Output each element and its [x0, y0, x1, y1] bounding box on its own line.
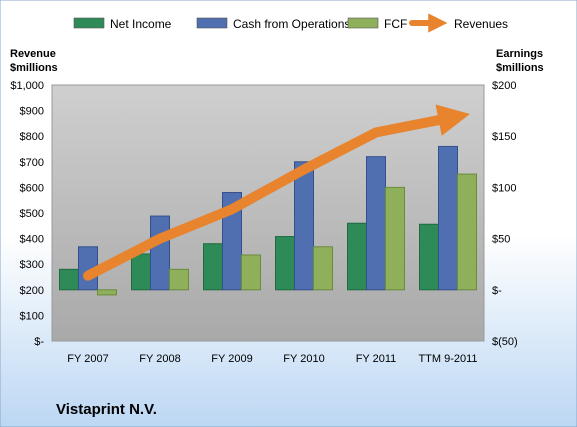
fcf-bar [313, 246, 333, 291]
left-axis-title-line2: $millions [10, 62, 58, 74]
left-axis-ticks: $- $100 $200 $300 $400 $500 $600 $700 $800 $900 $1… [10, 80, 44, 348]
net-income-bar [59, 268, 79, 291]
legend: Net Income Cash from Operations FCF Revenue… [73, 13, 508, 33]
left-tick-label: $900 [20, 106, 44, 118]
left-tick-label: $- [34, 336, 44, 348]
left-tick-label: $1,000 [10, 80, 44, 92]
fcf-bar [241, 254, 261, 291]
fcf-bar [385, 186, 405, 291]
x-axis-ticks: FY 2007 FY 2008 FY 2009 FY 2010 FY 2011 TTM 9… [67, 353, 477, 365]
right-tick-label: $50 [492, 234, 510, 246]
legend-cash-from-operations: Cash from Operations [196, 17, 350, 31]
legend-label: FCF [384, 17, 407, 31]
left-axis-title-line1: Revenue [10, 48, 56, 60]
legend-swatch [73, 17, 105, 29]
left-tick-label: $500 [20, 208, 44, 220]
fcf-bar [169, 268, 189, 291]
x-tick-label: FY 2010 [283, 353, 324, 365]
left-tick-label: $100 [20, 310, 44, 322]
right-axis-ticks: $(50) $- $50 $100 $150 $200 [492, 80, 518, 348]
right-tick-label: $(50) [492, 336, 518, 348]
x-tick-label: FY 2007 [67, 353, 108, 365]
legend-label: Cash from Operations [233, 17, 350, 31]
legend-revenues: Revenues [409, 13, 508, 33]
bars [59, 145, 477, 296]
revenues-line-group [83, 104, 470, 281]
legend-fcf: FCF [347, 17, 407, 31]
right-axis-title-line1: Earnings [496, 48, 543, 60]
cash-from-operations-bar [366, 156, 386, 291]
x-tick-label: FY 2008 [139, 353, 180, 365]
cash-from-operations-bar [294, 161, 314, 291]
fcf-bar [457, 173, 477, 291]
left-tick-label: $600 [20, 182, 44, 194]
net-income-bar [347, 222, 367, 291]
net-income-bar [203, 243, 223, 291]
legend-label: Net Income [110, 17, 172, 31]
cash-from-operations-bar [438, 145, 458, 291]
company-name: Vistaprint N.V. [56, 401, 157, 418]
net-income-bar [419, 223, 439, 291]
x-tick-label: FY 2011 [356, 353, 397, 365]
right-tick-label: $150 [492, 131, 516, 143]
right-axis-title-line2: $millions [496, 62, 544, 74]
fcf-bar [97, 289, 117, 296]
revenues-line [83, 104, 470, 281]
left-tick-label: $400 [20, 234, 44, 246]
x-tick-label: FY 2009 [211, 353, 252, 365]
cash-from-operations-bar [222, 192, 242, 291]
x-tick-label: TTM 9-2011 [418, 353, 477, 365]
left-tick-label: $300 [20, 259, 44, 271]
left-tick-label: $200 [20, 285, 44, 297]
right-tick-label: $100 [492, 182, 516, 194]
left-tick-label: $700 [20, 157, 44, 169]
legend-swatch [196, 17, 228, 29]
net-income-bar [275, 236, 295, 291]
legend-label: Revenues [454, 17, 508, 31]
left-tick-label: $800 [20, 131, 44, 143]
cash-from-operations-bar [150, 215, 170, 291]
right-tick-label: $200 [492, 80, 516, 92]
legend-net-income: Net Income [73, 17, 172, 31]
legend-swatch [347, 17, 379, 29]
net-income-bar [131, 253, 151, 291]
right-tick-label: $- [492, 285, 502, 297]
